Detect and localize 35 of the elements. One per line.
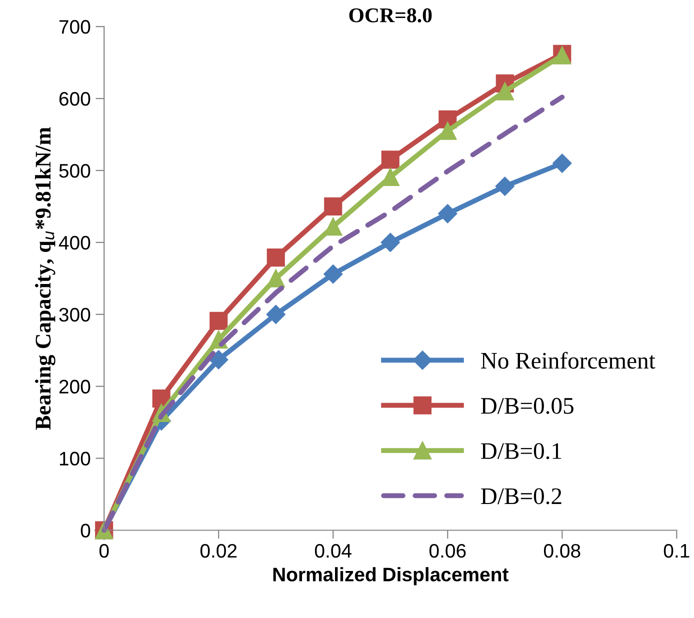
- y-tick-label: 0: [80, 524, 90, 538]
- point: [210, 312, 228, 330]
- x-tick-label: 0: [99, 544, 109, 558]
- point: [266, 248, 285, 267]
- point: [266, 304, 286, 324]
- x-tick-label: 0.06: [429, 544, 466, 558]
- x-axis-title: Normalized Displacement: [273, 567, 508, 586]
- chart-title: OCR=8.0: [349, 8, 432, 22]
- y-tick-label: 200: [59, 380, 90, 394]
- legend-label: D/B=0.2: [481, 488, 562, 504]
- x-tick-label: 0.02: [200, 544, 237, 558]
- y-axis-title: Bearing Capacity, q$_{u}$*9.81kN/m: [35, 127, 56, 430]
- point: [381, 150, 400, 169]
- point: [324, 264, 343, 284]
- x-tick-label: 0.1: [664, 544, 690, 558]
- y-tick-label: 300: [59, 308, 90, 322]
- point: [495, 176, 514, 196]
- y-tick-label: 700: [59, 20, 90, 34]
- point: [380, 232, 400, 252]
- point: [266, 269, 285, 288]
- legend-label: D/B=0.1: [481, 443, 562, 460]
- point: [324, 197, 342, 216]
- point: [209, 350, 228, 370]
- y-tick-label: 400: [58, 236, 90, 250]
- x-tick-label: 0.08: [544, 544, 580, 558]
- point: [496, 82, 514, 100]
- point: [438, 204, 458, 224]
- legend-label: D/B=0.05: [481, 398, 574, 414]
- legend-label: No Reinforcement: [481, 352, 656, 369]
- point: [438, 122, 457, 140]
- point: [552, 154, 572, 173]
- x-tick-label: 0.04: [314, 544, 352, 558]
- y-tick-label: 500: [59, 164, 90, 178]
- y-tick-label: 100: [60, 452, 90, 466]
- y-tick-label: 600: [59, 92, 90, 106]
